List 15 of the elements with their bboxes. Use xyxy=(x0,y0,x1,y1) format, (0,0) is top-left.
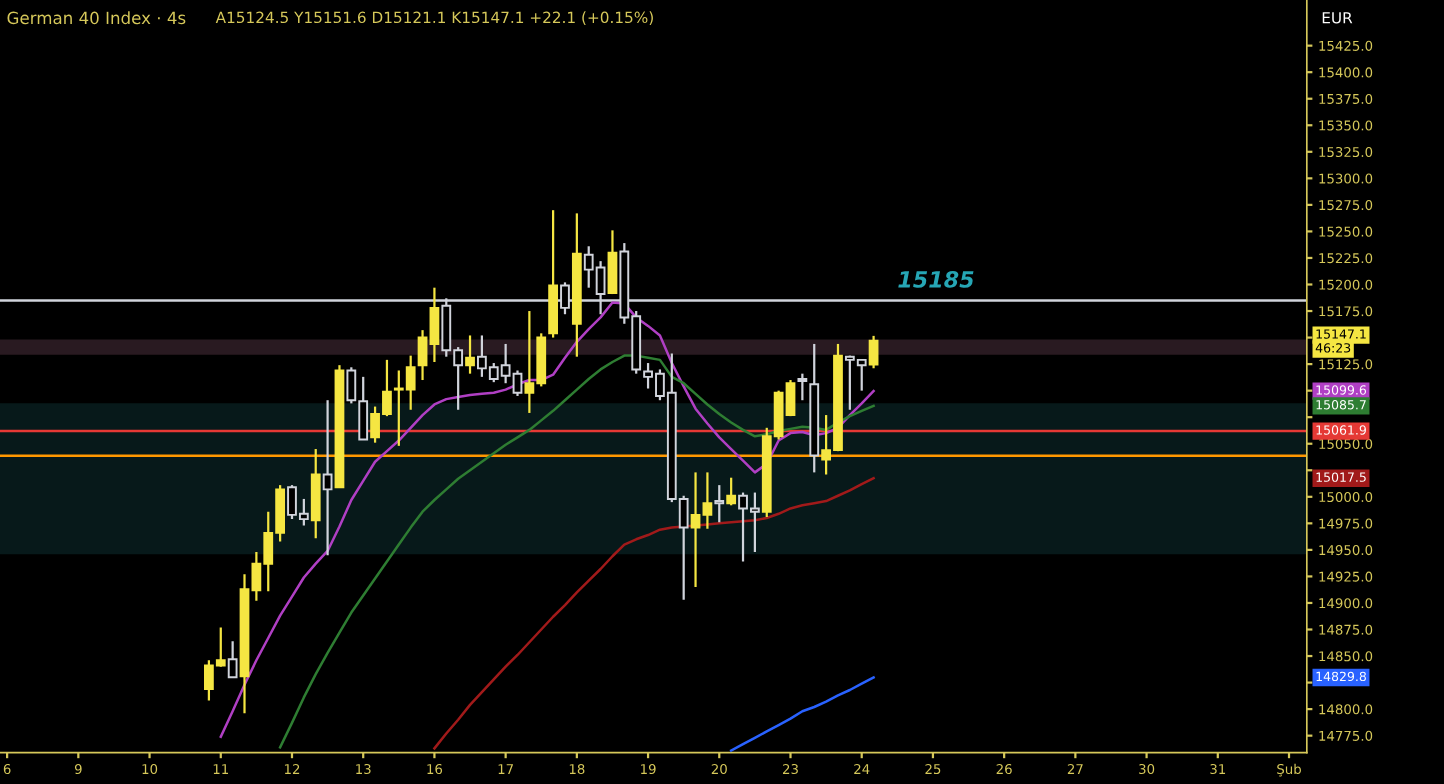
candlestick xyxy=(465,334,475,375)
candlestick xyxy=(868,334,879,370)
candlestick xyxy=(797,372,808,402)
candlestick xyxy=(607,229,618,296)
line-series xyxy=(278,354,875,749)
text: German 40 Index · 4s xyxy=(7,11,186,25)
candlestick xyxy=(548,209,558,339)
ref-line-label: 15185 xyxy=(898,270,974,288)
line-series xyxy=(729,676,875,752)
candlestick xyxy=(310,447,321,540)
candlestick xyxy=(714,484,725,524)
line-series xyxy=(219,301,875,738)
line-series xyxy=(433,476,875,750)
candlestick xyxy=(227,640,238,679)
candlestick xyxy=(726,476,737,507)
